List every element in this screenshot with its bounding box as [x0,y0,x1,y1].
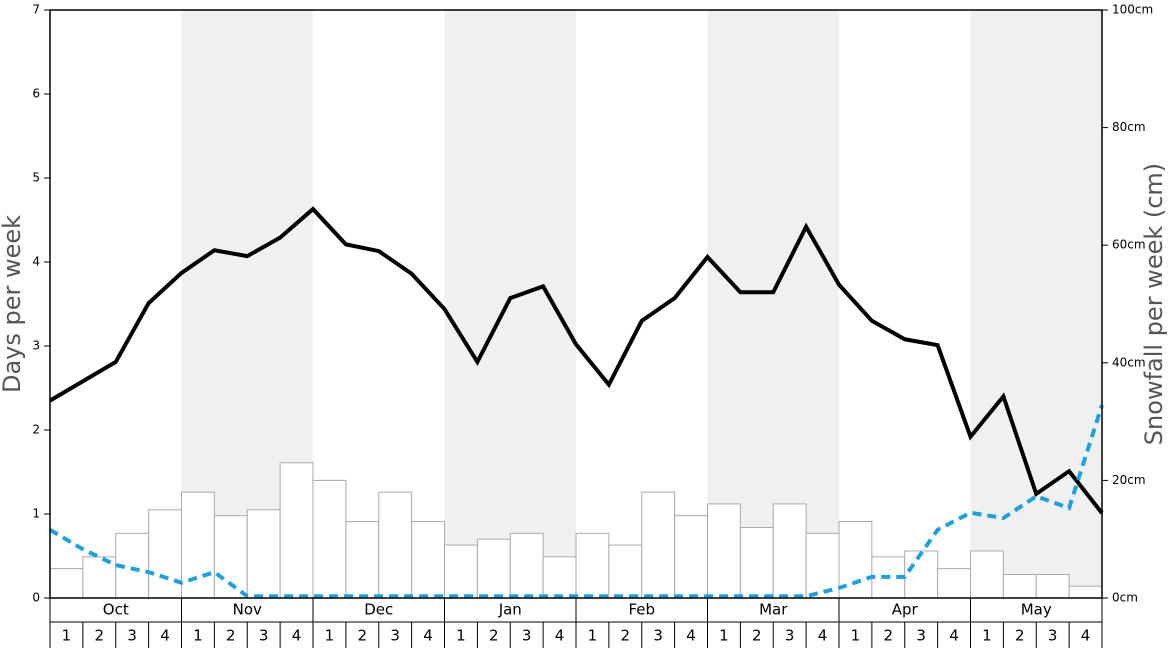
week-label: 4 [292,627,302,645]
bar [575,532,610,599]
y-tick-label: 0 [32,591,40,605]
bar [444,544,478,599]
week-label: 4 [949,627,959,645]
week-label: 2 [1015,627,1025,645]
bar [411,521,445,599]
line [48,206,1104,515]
week-label: 2 [752,627,762,645]
week-label: 3 [916,627,926,645]
bar [378,491,413,599]
bar [937,568,971,599]
x-tick-label: Mar [759,601,788,619]
y2-tick-label: 20cm [1112,473,1146,487]
y-tick-label: 6 [32,87,40,101]
bar [1002,573,1037,599]
month-band [970,10,1102,598]
week-label: 2 [884,627,894,645]
week-label: 3 [390,627,400,645]
bar [509,532,544,599]
week-label: 1 [456,627,466,645]
y2-tick-label: 100cm [1112,3,1153,17]
bar [772,503,807,599]
x-tick-label: Dec [364,601,393,619]
y2-tick-label: 0cm [1112,591,1138,605]
x-tick-label: Feb [628,601,655,619]
bar [739,526,774,599]
week-label: 2 [226,627,236,645]
week-label: 3 [785,627,795,645]
week-label: 4 [160,627,170,645]
week-label: 4 [555,627,565,645]
bar [345,521,380,599]
week-label: 1 [62,627,72,645]
week-label: 2 [95,627,105,645]
week-label: 4 [423,627,433,645]
y-tick-label: 5 [32,171,40,185]
bar [476,538,511,599]
week-label: 1 [588,627,598,645]
month-band [444,10,576,598]
week-label: 4 [686,627,696,645]
week-label: 4 [1081,627,1091,645]
week-label: 1 [851,627,861,645]
y-tick-label: 3 [32,339,40,353]
bar [641,491,676,599]
week-label: 2 [358,627,368,645]
week-label: 1 [325,627,335,645]
week-label: 3 [259,627,269,645]
week-label: 1 [193,627,203,645]
y2-tick-label: 80cm [1112,120,1146,134]
y2-tick-label: 40cm [1112,355,1146,369]
bar [1068,585,1103,599]
bar [608,544,643,599]
bar [312,479,347,599]
bar [49,568,84,599]
bar [279,462,314,599]
x-tick-label: Oct [103,601,129,619]
week-label: 4 [818,627,828,645]
bar [707,503,741,599]
dashed-line [48,404,1104,599]
bar [1035,573,1070,599]
y-tick-label: 7 [32,3,40,17]
week-label: 3 [522,627,532,645]
week-label: 2 [621,627,631,645]
bar [181,491,215,599]
y-tick-label: 4 [32,255,40,269]
bar [970,550,1004,599]
week-label: 3 [653,627,663,645]
y-tick-label: 1 [32,507,40,521]
bar [542,556,577,599]
week-label: 2 [489,627,499,645]
y2-axis-title: Snowfall per week (cm) [1140,163,1168,445]
x-tick-label: Nov [233,601,262,619]
week-label: 3 [127,627,137,645]
y2-tick-label: 60cm [1112,238,1146,252]
week-label: 1 [982,627,992,645]
week-label: 1 [719,627,729,645]
bar [148,509,182,599]
bar [805,532,840,599]
bar [674,515,708,599]
y-axis-title: Days per week [0,215,26,393]
month-band [707,10,839,598]
x-tick-label: Apr [892,601,919,619]
week-label: 3 [1048,627,1058,645]
y-tick-label: 2 [32,423,40,437]
x-tick-label: May [1021,601,1052,619]
bar [82,556,117,599]
bar [904,550,939,599]
bar [246,509,281,599]
x-tick-label: Jan [498,601,522,619]
